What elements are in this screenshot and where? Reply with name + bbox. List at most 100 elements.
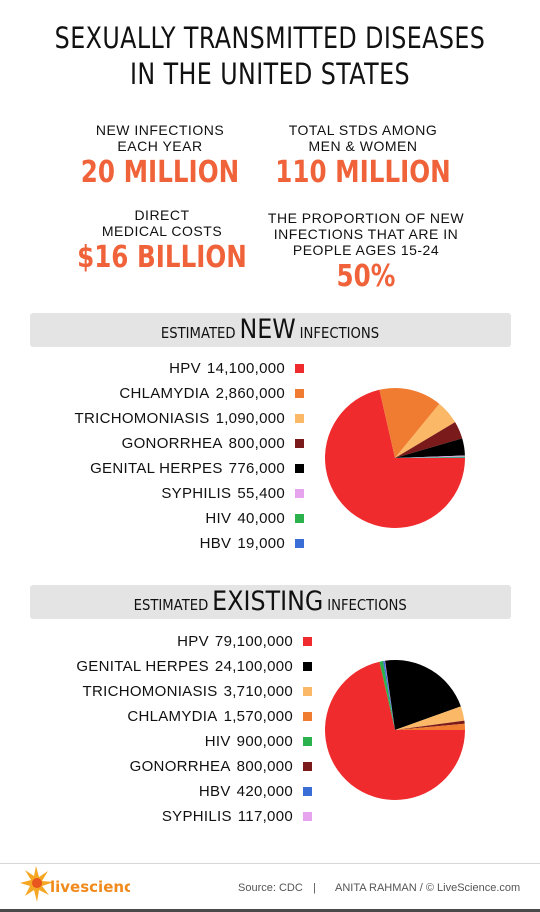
stat-value: 50% <box>336 259 396 294</box>
legend-swatch <box>303 711 312 721</box>
legend-label: GENITAL HERPES <box>76 657 209 675</box>
pie-slice-trichomoniasis <box>395 403 456 458</box>
title-line-1: SEXUALLY TRANSMITTED DISEASES <box>54 21 486 55</box>
legend-label: GONORRHEA <box>121 434 223 452</box>
legend-item: HIV 40,000 <box>205 508 304 528</box>
stat-value: $16 BILLION <box>77 240 247 275</box>
legend-label: GENITAL HERPES <box>90 459 223 477</box>
stat-label-line: NEW INFECTIONS <box>95 122 225 138</box>
legend-label: GONORRHEA <box>129 757 231 775</box>
logo-wordmark: livescience <box>50 878 130 896</box>
pie-slice-hiv <box>379 661 395 730</box>
legend-item: SYPHILIS 117,000 <box>162 806 312 826</box>
legend-value: 55,400 <box>237 484 285 502</box>
legend-existing-infections: HPV 79,100,000 GENITAL HERPES 24,100,000 TRI… <box>20 631 312 831</box>
legend-swatch <box>303 811 312 821</box>
legend-value: 900,000 <box>236 732 293 750</box>
legend-swatch <box>295 438 304 448</box>
legend-swatch <box>295 513 304 523</box>
legend-item: HPV 14,100,000 <box>169 358 304 378</box>
stat-label-line: MEN & WOMEN <box>308 138 418 154</box>
pie-slice-syphilis <box>384 660 395 730</box>
legend-value: 40,000 <box>237 509 285 527</box>
legend-item: TRICHOMONIASIS 1,090,000 <box>75 408 304 428</box>
pie-slice-hpv <box>325 661 465 800</box>
legend-value: 14,100,000 <box>206 359 285 377</box>
pie-slice-genital-herpes <box>395 438 465 458</box>
stat-new-infections: NEW INFECTIONS EACH YEAR 20 MILLION <box>50 122 270 190</box>
legend-swatch <box>295 413 304 423</box>
legend-item: GENITAL HERPES 776,000 <box>90 458 304 478</box>
stat-label-line: TOTAL STDS AMONG <box>288 122 438 138</box>
legend-label: CHLAMYDIA <box>127 707 218 725</box>
section-suffix: INFECTIONS <box>327 596 408 614</box>
legend-item: GONORRHEA 800,000 <box>130 756 312 776</box>
legend-value: 117,000 <box>237 807 293 825</box>
infographic-title: SEXUALLY TRANSMITTED DISEASES IN THE UNI… <box>49 20 492 92</box>
legend-label: SYPHILIS <box>161 807 232 825</box>
legend-swatch <box>303 736 312 746</box>
legend-value: 3,710,000 <box>223 682 293 700</box>
legend-value: 1,570,000 <box>223 707 293 725</box>
legend-value: 2,860,000 <box>215 384 285 402</box>
legend-label: HPV <box>177 632 209 650</box>
legend-label: HBV <box>198 782 231 800</box>
section-emphasis: EXISTING <box>212 586 324 617</box>
footer-divider <box>0 863 540 864</box>
legend-new-infections: HPV 14,100,000 CHLAMYDIA 2,860,000 TRICHOMON… <box>20 358 304 558</box>
section-header-existing: ESTIMATED EXISTING INFECTIONS <box>30 585 511 619</box>
pie-slice-hiv <box>395 456 465 458</box>
footer-separator: | <box>313 882 316 894</box>
legend-item: HPV 79,100,000 <box>177 631 312 651</box>
title-line-2: IN THE UNITED STATES <box>129 57 411 91</box>
stat-medical-costs: DIRECT MEDICAL COSTS $16 BILLION <box>52 207 272 275</box>
legend-item: TRICHOMONIASIS 3,710,000 <box>83 681 312 701</box>
legend-value: 1,090,000 <box>215 409 285 427</box>
pie-slice-trichomoniasis <box>395 706 465 730</box>
legend-item: SYPHILIS 55,400 <box>161 483 304 503</box>
legend-swatch <box>303 661 312 671</box>
pie-slice-gonorrhea <box>395 422 463 458</box>
legend-value: 79,100,000 <box>214 632 293 650</box>
section-emphasis: NEW <box>239 314 297 345</box>
legend-swatch <box>303 786 312 796</box>
footer-credit: ANITA RAHMAN / © LiveScience.com <box>335 882 521 894</box>
legend-item: GENITAL HERPES 24,100,000 <box>76 656 312 676</box>
legend-value: 800,000 <box>228 434 285 452</box>
legend-item: HBV 420,000 <box>199 781 312 801</box>
logo-burst-icon <box>20 866 54 902</box>
legend-swatch <box>295 363 304 373</box>
pie-slice-hpv <box>325 389 465 528</box>
bottom-border <box>0 909 540 912</box>
stat-value: 20 MILLION <box>80 155 240 190</box>
section-prefix: ESTIMATED <box>133 596 209 614</box>
stat-youth-proportion: THE PROPORTION OF NEW INFECTIONS THAT AR… <box>248 210 484 294</box>
legend-value: 420,000 <box>236 782 293 800</box>
footer-source: Source: CDC <box>238 882 303 894</box>
legend-label: CHLAMYDIA <box>119 384 210 402</box>
legend-label: SYPHILIS <box>161 484 232 502</box>
stat-label-line: THE PROPORTION OF NEW <box>267 210 465 226</box>
legend-label: HPV <box>169 359 201 377</box>
legend-label: TRICHOMONIASIS <box>82 682 218 700</box>
stat-label-line: INFECTIONS THAT ARE IN <box>273 226 459 242</box>
legend-value: 19,000 <box>237 534 285 552</box>
legend-label: TRICHOMONIASIS <box>74 409 210 427</box>
legend-swatch <box>295 488 304 498</box>
legend-swatch <box>303 636 312 646</box>
livescience-logo[interactable]: livescience <box>20 862 130 906</box>
legend-item: HIV 900,000 <box>205 731 312 751</box>
pie-chart-new-infections <box>325 388 465 528</box>
legend-value: 776,000 <box>228 459 285 477</box>
pie-slice-chlamydia <box>395 723 465 730</box>
stat-label-line: EACH YEAR <box>117 138 203 154</box>
legend-label: HBV <box>199 534 232 552</box>
pie-chart-existing-infections <box>325 660 465 800</box>
legend-swatch <box>303 761 312 771</box>
legend-swatch <box>303 686 312 696</box>
pie-slice-genital-herpes <box>385 660 461 730</box>
stat-value: 110 MILLION <box>275 155 451 190</box>
stat-label-line: PEOPLE AGES 15-24 <box>292 242 440 258</box>
section-suffix: INFECTIONS <box>300 324 380 342</box>
legend-value: 24,100,000 <box>214 657 293 675</box>
